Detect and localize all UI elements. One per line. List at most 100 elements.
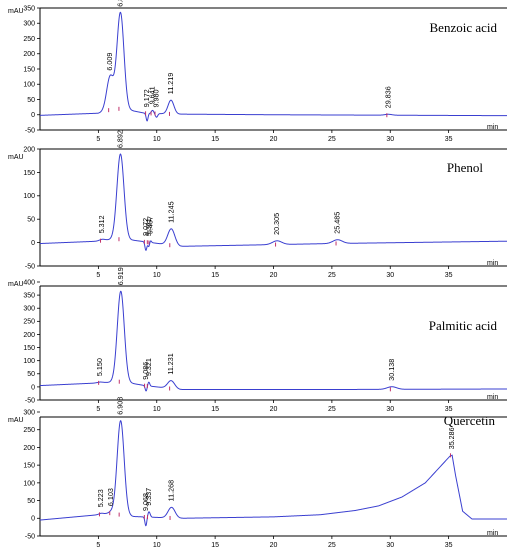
x-tick-label: 25 — [328, 542, 336, 549]
panel-phenol: mAU min Phenol -50 0 50 100 150 200 5 10 15 20 25 3… — [8, 130, 507, 279]
y-tick-label: 100 — [23, 193, 35, 200]
chart-title: Phenol — [447, 160, 484, 175]
x-tick-label: 5 — [96, 542, 100, 549]
peak-rt-label: 11.231 — [166, 353, 175, 374]
y-axis-unit-label: mAU — [8, 417, 24, 424]
x-tick-label: 20 — [270, 272, 278, 279]
tick-group: -50 0 50 100 150 200 250 300 5 10 15 20 25 30 35 — [23, 409, 452, 549]
tick-group: -50 0 50 100 150 200 250 300 350 400 5 10 15 20 25 30 35 — [23, 279, 452, 413]
x-tick-label: 35 — [445, 542, 453, 549]
x-tick-label: 30 — [386, 272, 394, 279]
y-tick-label: 350 — [23, 293, 35, 300]
y-tick-label: 250 — [23, 36, 35, 43]
x-tick-label: 20 — [270, 406, 278, 413]
panel-benzoic-acid: mAU min Benzoic acid -50 0 50 100 150 200 250 3… — [8, 0, 508, 143]
y-tick-label: 200 — [23, 332, 35, 339]
chart-title: Quercetin — [444, 413, 496, 428]
x-tick-label: 10 — [153, 406, 161, 413]
y-axis-unit-label: mAU — [8, 154, 24, 161]
y-tick-label: 200 — [23, 146, 35, 153]
y-tick-label: 350 — [23, 5, 35, 12]
chart-title: Palmitic acid — [429, 318, 498, 333]
y-tick-label: 0 — [31, 384, 35, 391]
tick-group: -50 0 50 100 150 200 250 300 350 5 10 15 20 25 30 35 — [23, 5, 452, 143]
y-tick-label: 100 — [23, 480, 35, 487]
chromatogram-trace — [39, 420, 507, 527]
y-tick-label: 250 — [23, 319, 35, 326]
chart-title: Benzoic acid — [430, 20, 498, 35]
x-tick-label: 35 — [445, 136, 453, 143]
peak-rt-label: 9.457 — [145, 216, 154, 234]
peak-rt-label: 5.223 — [96, 489, 105, 507]
x-tick-label: 5 — [96, 136, 100, 143]
chromatogram-trace — [39, 11, 508, 122]
y-tick-label: 150 — [23, 170, 35, 177]
x-axis-unit-label: min — [487, 260, 498, 267]
chromatogram-trace — [39, 153, 507, 251]
y-tick-label: 0 — [31, 240, 35, 247]
x-tick-label: 30 — [386, 136, 394, 143]
y-tick-label: 300 — [23, 21, 35, 28]
peak-rt-label: 6.892 — [115, 130, 124, 148]
peak-rt-label: 20.305 — [272, 213, 281, 235]
y-tick-label: -50 — [25, 397, 35, 404]
x-axis-unit-label: min — [487, 530, 498, 537]
peak-rt-label: 9.172 — [142, 89, 151, 107]
peak-rt-label: 6.009 — [105, 53, 114, 71]
peak-rt-label: 9.086 — [141, 362, 150, 380]
y-tick-label: -50 — [25, 263, 35, 270]
tick-group: -50 0 50 100 150 200 5 10 15 20 25 30 35 — [23, 146, 452, 279]
peak-rt-label: 9.321 — [144, 218, 153, 236]
peak-rt-label: 9.337 — [144, 488, 153, 506]
peak-rt-label: 25.485 — [333, 212, 342, 234]
x-tick-label: 15 — [211, 542, 219, 549]
peak-rt-label: 9.072 — [141, 218, 150, 236]
x-tick-label: 30 — [386, 406, 394, 413]
peak-rt-label: 11.268 — [167, 480, 176, 501]
y-tick-label: 200 — [23, 51, 35, 58]
y-axis-unit-label: mAU — [8, 8, 24, 15]
x-tick-label: 25 — [328, 136, 336, 143]
x-tick-label: 35 — [445, 406, 453, 413]
y-tick-label: 50 — [27, 97, 35, 104]
peak-rt-label: 6.103 — [106, 488, 115, 506]
peak-rt-label: 9.068 — [141, 493, 150, 511]
x-tick-label: 15 — [211, 272, 219, 279]
y-tick-label: -50 — [25, 127, 35, 134]
peak-rt-label: 11.245 — [166, 201, 175, 222]
x-tick-label: 15 — [211, 136, 219, 143]
x-axis-unit-label: min — [487, 394, 498, 401]
y-tick-label: 50 — [27, 371, 35, 378]
x-tick-label: 5 — [96, 272, 100, 279]
peak-rt-label: 11.219 — [166, 73, 175, 94]
x-tick-label: 35 — [445, 272, 453, 279]
y-tick-label: 400 — [23, 279, 35, 286]
peak-rt-label: 29.836 — [383, 86, 392, 108]
peak-rt-label: 9.980 — [152, 90, 161, 108]
y-tick-label: 150 — [23, 66, 35, 73]
x-tick-label: 10 — [153, 272, 161, 279]
peak-rt-label: 35.286 — [447, 427, 456, 449]
peak-rt-label: 9.321 — [144, 358, 153, 376]
y-tick-label: 50 — [27, 498, 35, 505]
y-axis-unit-label: mAU — [8, 281, 24, 288]
y-tick-label: 250 — [23, 427, 35, 434]
peak-rt-label: 6.919 — [116, 267, 125, 285]
x-tick-label: 15 — [211, 406, 219, 413]
peak-rt-label: 9.641 — [148, 86, 157, 104]
x-tick-label: 10 — [153, 136, 161, 143]
chromatogram-trace — [39, 290, 507, 392]
x-tick-label: 20 — [270, 136, 278, 143]
y-tick-label: 300 — [23, 409, 35, 416]
y-tick-label: 150 — [23, 463, 35, 470]
panel-palmitic-acid: mAU min Palmitic acid -50 0 50 100 150 200 250… — [8, 267, 507, 413]
peak-rt-label: 6.908 — [116, 397, 125, 415]
x-tick-label: 10 — [153, 542, 161, 549]
y-tick-label: 300 — [23, 306, 35, 313]
y-tick-label: 0 — [31, 516, 35, 523]
